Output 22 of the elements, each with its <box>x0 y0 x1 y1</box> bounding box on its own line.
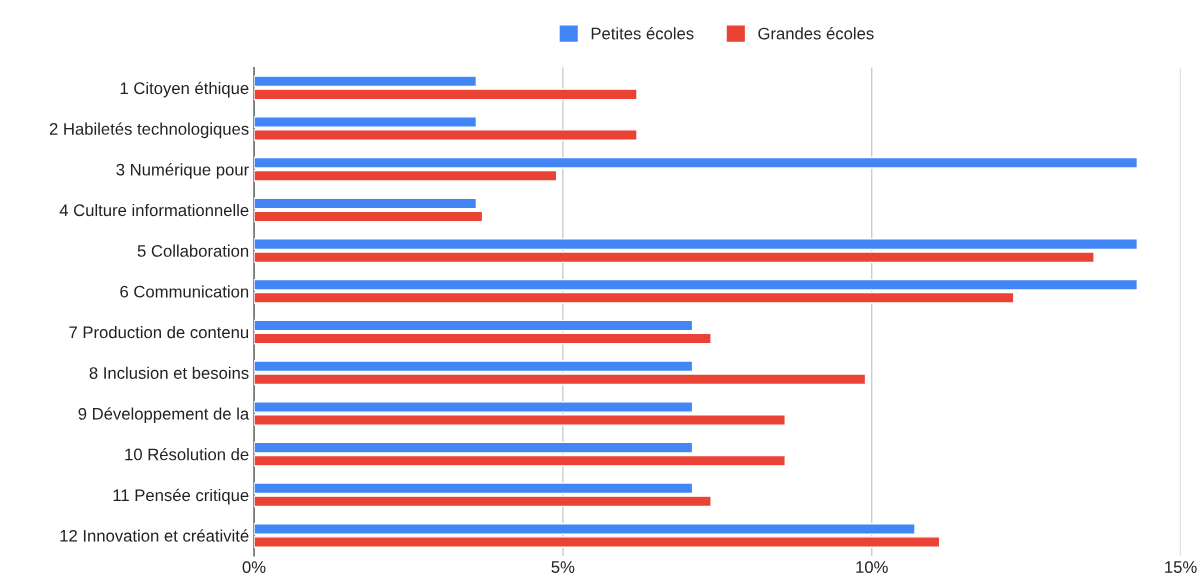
y-tick-label: 1 Citoyen éthique <box>120 81 249 98</box>
x-tick-label: 15% <box>1165 561 1197 573</box>
y-tick-label: 12 Innovation et créativité <box>60 529 249 542</box>
y-tick-label: 10 Résolution de <box>125 447 249 461</box>
y-tick-label: 3 Numérique pour <box>116 163 249 179</box>
bar <box>254 319 694 332</box>
y-tick-label: 8 Inclusion et besoins <box>89 366 249 379</box>
y-tick-label: 2 Habiletés technologiques <box>49 122 249 139</box>
y-tick-label: 7 Production de contenu <box>69 326 249 339</box>
y-tick-label: 9 Développement de la <box>78 407 250 424</box>
x-tick-label: 10% <box>856 561 888 573</box>
legend-label: Grandes écoles <box>758 27 874 40</box>
y-tick-label: 4 Culture informationnelle <box>59 203 249 217</box>
bar <box>254 332 712 345</box>
bar <box>254 210 484 223</box>
bar <box>254 197 478 210</box>
x-tick-label: 5% <box>551 561 575 573</box>
y-tick-label: 5 Collaboration <box>137 244 249 257</box>
y-tick-label: 11 Pensée critique <box>113 488 249 505</box>
y-tick-label: 6 Communication <box>120 285 249 298</box>
x-tick-label: 0% <box>242 561 266 573</box>
legend-label: Petites écoles <box>591 27 694 40</box>
